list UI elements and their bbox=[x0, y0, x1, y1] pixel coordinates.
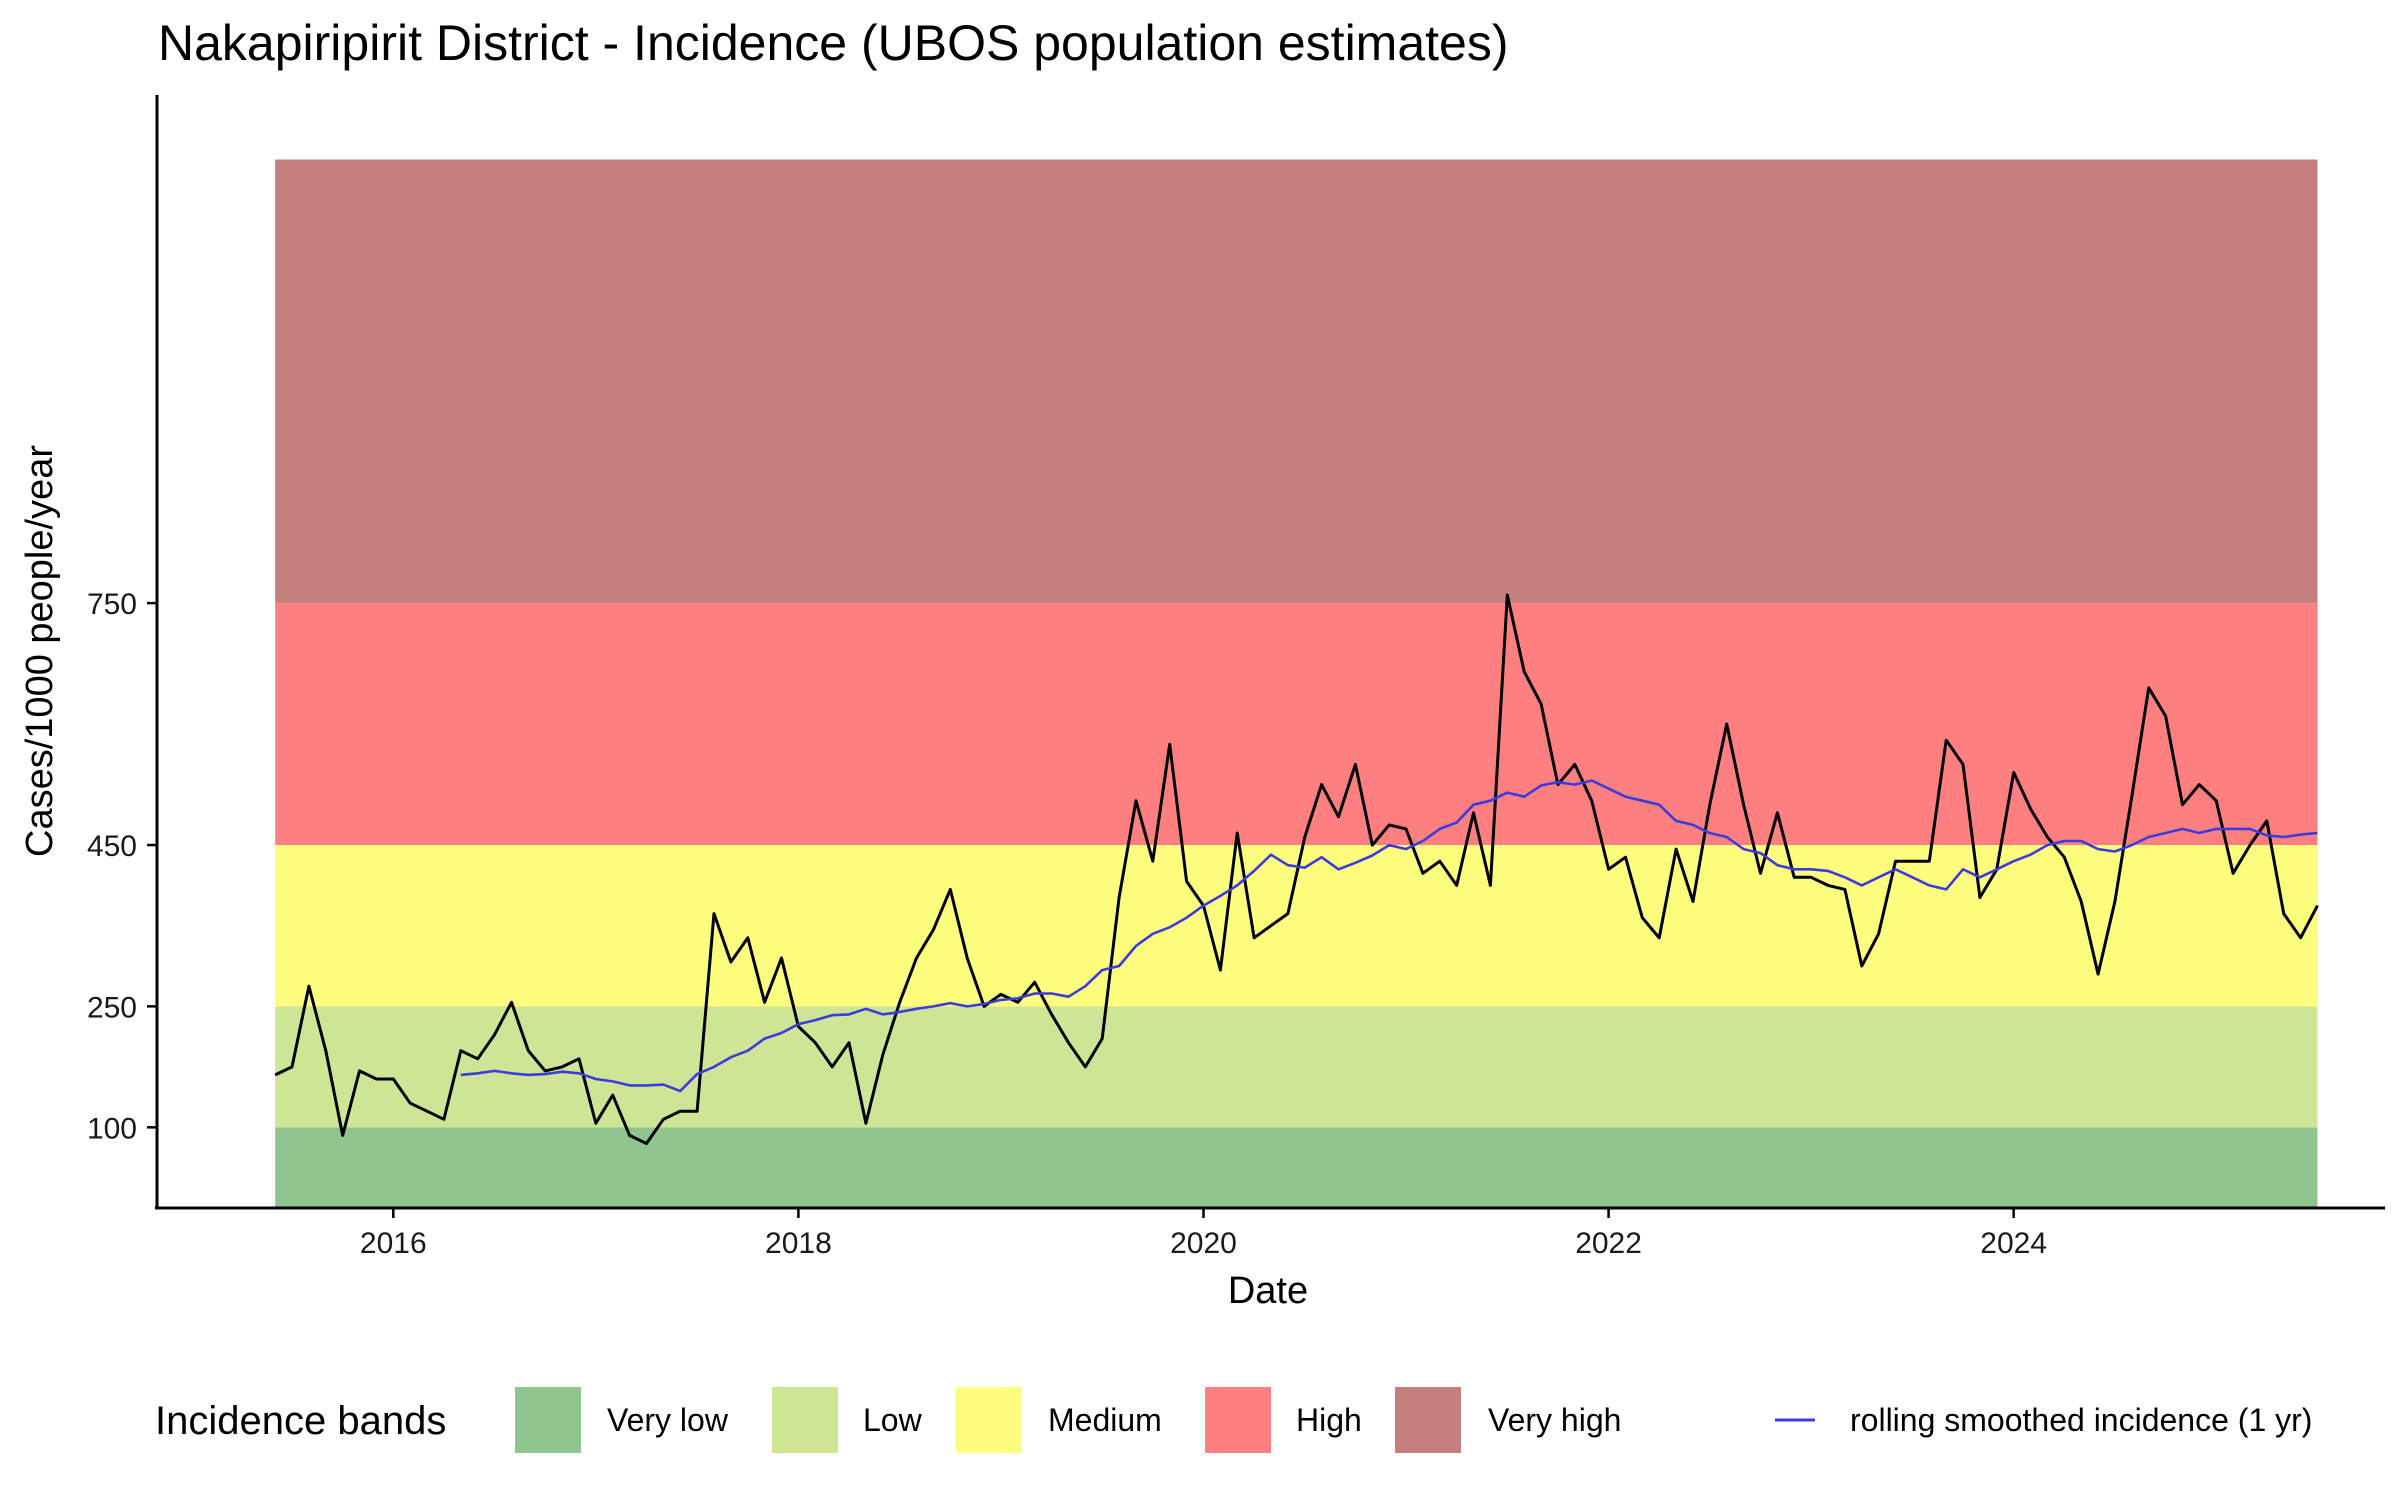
x-tick-label: 2022 bbox=[1575, 1227, 1642, 1260]
x-tick-label: 2020 bbox=[1170, 1227, 1237, 1260]
legend-swatch-very-low bbox=[515, 1387, 581, 1453]
y-axis-title: Cases/1000 people/year bbox=[19, 445, 61, 857]
x-tick-label: 2024 bbox=[1980, 1227, 2047, 1260]
legend-swatch-medium bbox=[956, 1387, 1022, 1453]
incidence-bands bbox=[275, 159, 2318, 1208]
band-very-low bbox=[275, 1127, 2318, 1208]
legend-label-medium: Medium bbox=[1048, 1402, 1162, 1438]
y-tick-label: 750 bbox=[87, 588, 137, 621]
legend-label-high: High bbox=[1296, 1402, 1362, 1438]
chart-title: Nakapiripirit District - Incidence (UBOS… bbox=[158, 15, 1509, 71]
legend-items: Very low Low Medium High Very high bbox=[515, 1387, 1621, 1453]
legend-label-low: Low bbox=[863, 1402, 923, 1438]
legend-swatch-very-high bbox=[1395, 1387, 1461, 1453]
legend-label-very-low: Very low bbox=[607, 1402, 729, 1438]
legend-label-rolling: rolling smoothed incidence (1 yr) bbox=[1850, 1402, 2312, 1438]
legend-label-very-high: Very high bbox=[1488, 1402, 1621, 1438]
legend-swatch-low bbox=[772, 1387, 838, 1453]
band-low bbox=[275, 1006, 2318, 1128]
y-tick-label: 100 bbox=[87, 1112, 137, 1145]
legend: Incidence bands Very low Low Medium High Ver… bbox=[155, 1387, 2312, 1453]
y-axis-ticks: 100 250 450 750 bbox=[87, 588, 157, 1145]
series-lines bbox=[274, 593, 2319, 1145]
band-high bbox=[275, 603, 2318, 846]
x-tick-label: 2018 bbox=[765, 1227, 832, 1260]
legend-swatch-high bbox=[1205, 1387, 1271, 1453]
x-axis-ticks: 2016 2018 2020 2022 2024 bbox=[360, 1208, 2047, 1260]
rolling-smoothed-line bbox=[460, 779, 2318, 1093]
band-very-high bbox=[275, 159, 2318, 604]
x-axis-title: Date bbox=[1228, 1270, 1308, 1312]
legend-title: Incidence bands bbox=[155, 1399, 446, 1443]
x-tick-label: 2016 bbox=[360, 1227, 427, 1260]
y-tick-label: 450 bbox=[87, 830, 137, 863]
y-tick-label: 250 bbox=[87, 991, 137, 1024]
